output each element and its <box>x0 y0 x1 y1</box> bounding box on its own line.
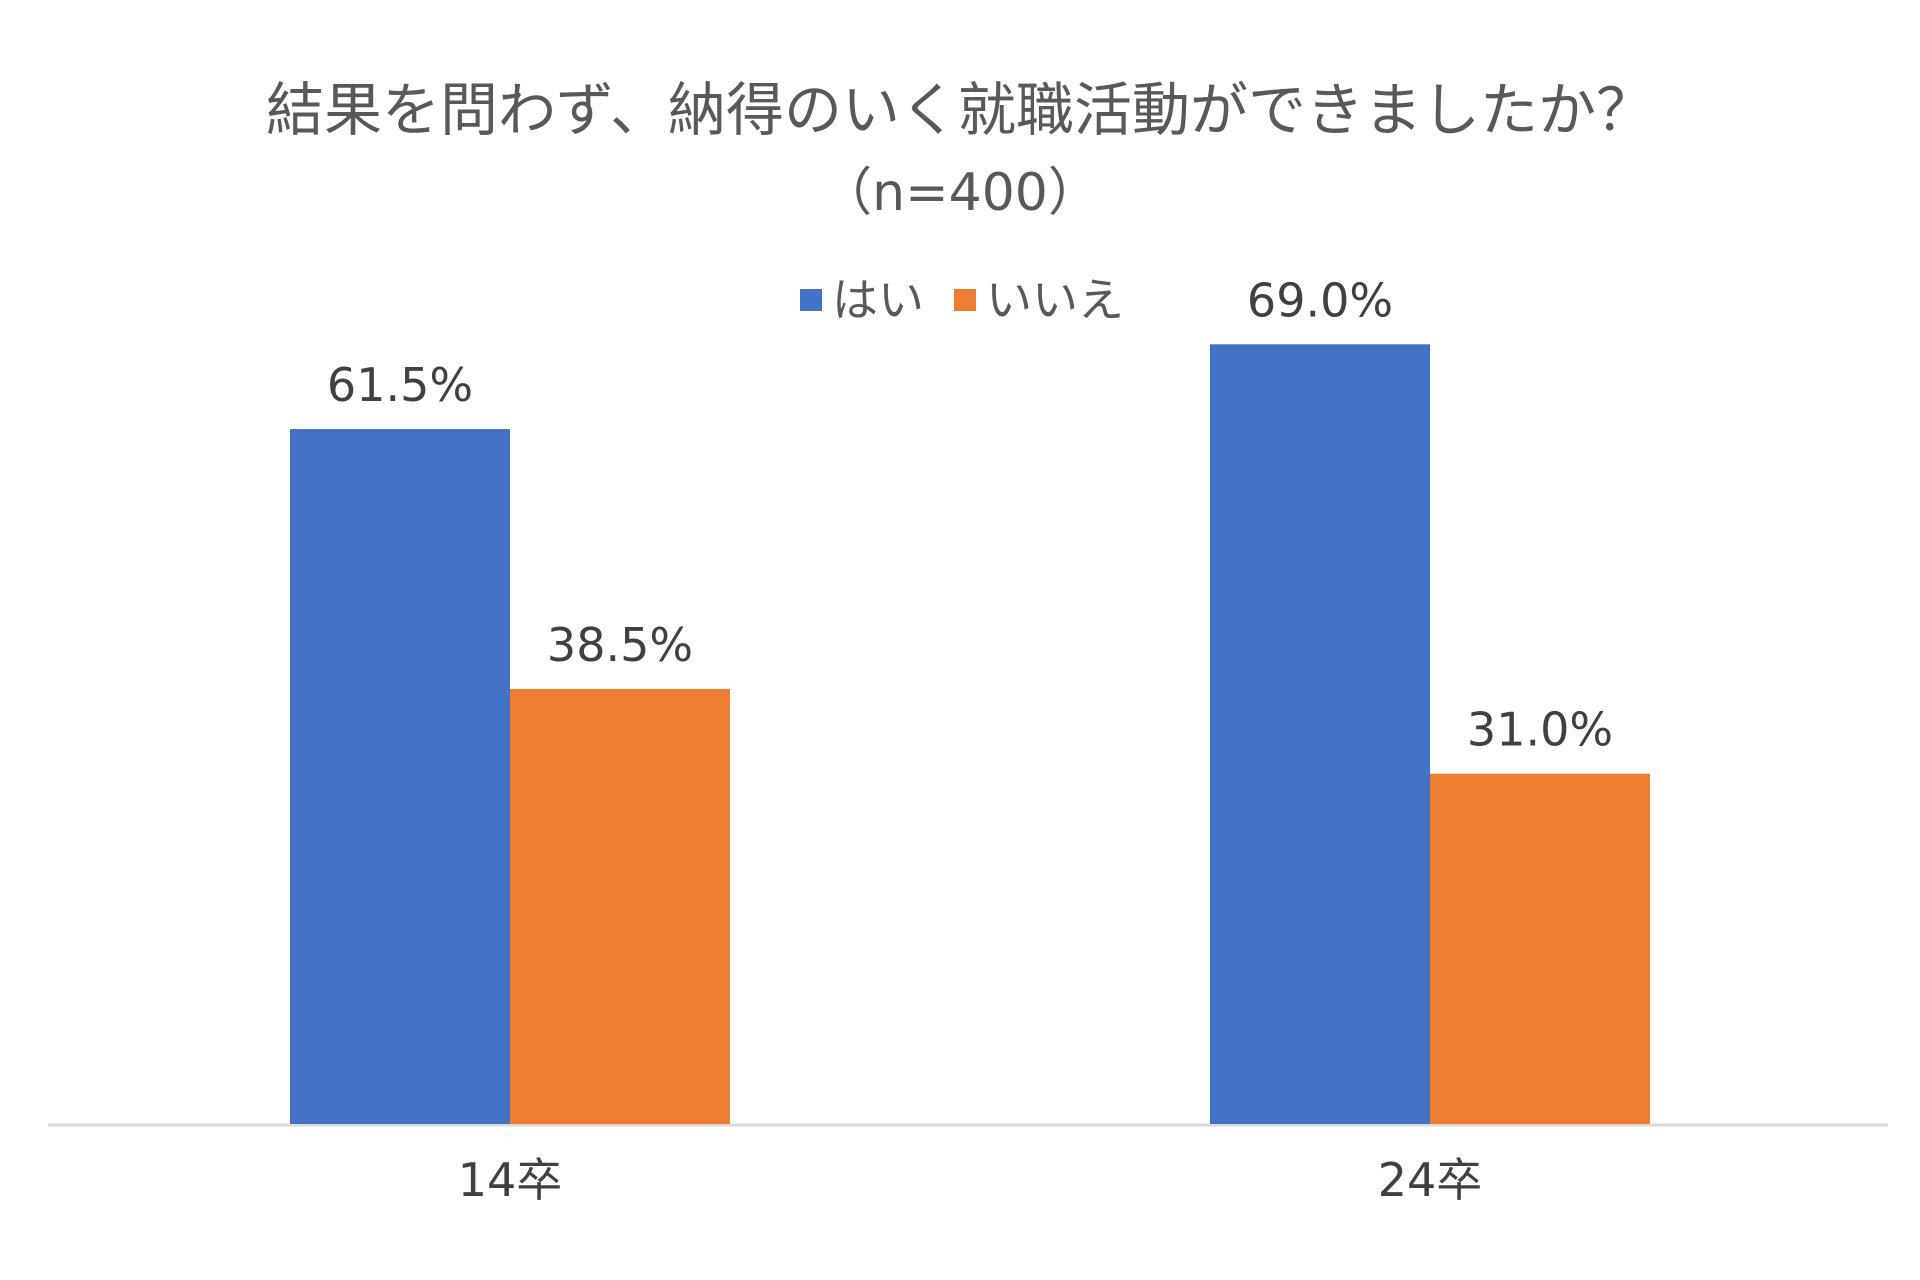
bar-no-0 <box>510 688 730 1124</box>
data-label-no-0: 38.5% <box>547 618 693 672</box>
legend-item-no: いいえ <box>954 270 1124 330</box>
legend-label-yes: はい <box>832 273 924 327</box>
chart-subtitle: （n=400） <box>820 163 1100 223</box>
legend-item-yes: はい <box>800 270 924 330</box>
legend-swatch-no <box>954 289 976 311</box>
legend: はい いいえ <box>800 270 1154 330</box>
data-label-yes-0: 61.5% <box>327 358 473 412</box>
data-label-no-1: 31.0% <box>1467 703 1613 757</box>
chart-title: 結果を問わず、納得のいく就職活動ができましたか？ <box>266 76 1654 144</box>
data-label-yes-1: 69.0% <box>1247 273 1393 327</box>
x-tick-label-1: 24卒 <box>1378 1153 1483 1207</box>
bar-yes-1 <box>1210 344 1430 1124</box>
legend-label-no: いいえ <box>986 273 1124 327</box>
x-tick-label-0: 14卒 <box>458 1153 563 1207</box>
bar-yes-0 <box>290 429 510 1124</box>
bar-no-1 <box>1430 773 1650 1124</box>
legend-swatch-yes <box>800 289 822 311</box>
